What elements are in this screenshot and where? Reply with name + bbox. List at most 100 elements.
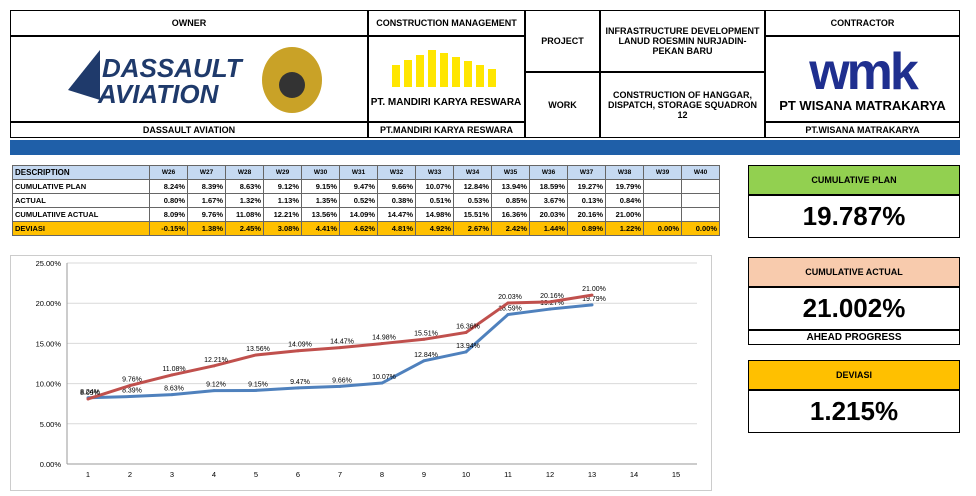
data-label: 9.66% [332,377,352,384]
contractor-title: CONTRACTOR [765,10,960,36]
data-label: 9.15% [248,381,268,388]
point [254,388,258,392]
table-cell: 4.41% [301,221,340,236]
owner-title: OWNER [10,10,368,36]
table-cell: 0.84% [605,193,644,208]
table-cell: 0.89% [567,221,606,236]
data-label: 8.24% [80,389,100,396]
owner-caption: DASSAULT AVIATION [10,122,368,138]
progress-table: DESCRIPTION W26 W27 W28 W29 W30 W31 W32 W33 W34 W3… [12,165,720,236]
work-value: CONSTRUCTION OF HANGGAR, DISPATCH, STORA… [600,72,765,138]
point [548,307,552,311]
data-label: 12.84% [414,352,438,359]
data-label: 19.79% [582,296,606,303]
x-tick-label: 3 [170,470,174,479]
cm-logo-cell [368,36,525,122]
table-cell: 0.00% [681,221,720,236]
kpi-value: 1.215% [748,390,960,433]
y-tick-label: 5.00% [40,420,62,429]
cm-title: CONSTRUCTION MANAGEMENT [368,10,525,36]
header-cell: W29 [263,165,302,180]
table-cell: 19.79% [605,179,644,194]
data-label: 8.63% [164,386,184,393]
x-tick-label: 7 [338,470,342,479]
table-cell: 8.24% [149,179,188,194]
table-cell: 1.32% [225,193,264,208]
table-cell: 0.53% [453,193,492,208]
cm-logo: PT. MANDIRI KARYA RESWARA [371,50,521,108]
x-tick-label: 9 [422,470,426,479]
header-cell: W31 [339,165,378,180]
x-tick-label: 14 [630,470,638,479]
point [338,346,342,350]
x-tick-label: 6 [296,470,300,479]
header-cell: W39 [643,165,682,180]
data-label: 9.47% [290,379,310,386]
table-cell: 0.80% [149,193,188,208]
dassault-mark [68,50,100,100]
table-cell [681,207,720,222]
table-cell: 21.00% [605,207,644,222]
data-label: 13.56% [246,346,270,353]
table-cell: 0.85% [491,193,530,208]
data-label: 14.47% [330,339,354,346]
cm-caption: PT.MANDIRI KARYA RESWARA [368,122,525,138]
owner-logos: DASSAULT AVIATION [68,47,322,113]
data-label: 11.08% [162,366,185,373]
table-cell: 18.59% [529,179,568,194]
table-cell: 0.38% [377,193,416,208]
table-cell: 15.51% [453,207,492,222]
x-tick-label: 4 [212,470,216,479]
table-cell [681,193,720,208]
table-cell: 12.21% [263,207,302,222]
table-cell: 2.67% [453,221,492,236]
data-label: 12.21% [204,357,228,364]
point [464,350,468,354]
x-tick-label: 10 [462,470,470,479]
data-label: 16.36% [456,323,480,330]
table-cell: 9.47% [339,179,378,194]
header-cell: W38 [605,165,644,180]
table-cell [643,179,682,194]
table-cell: -0.15% [149,221,188,236]
table-cell: 13.94% [491,179,530,194]
header-cell: W30 [301,165,340,180]
table-cell: 1.35% [301,193,340,208]
table-cell: 0.00% [643,221,682,236]
y-tick-label: 10.00% [36,380,62,389]
table-cell: 3.08% [263,221,302,236]
kpi-label: DEVIASI [748,360,960,390]
point [380,381,384,385]
owner-logo-cell [10,36,368,122]
point [296,386,300,390]
data-label: 20.16% [540,293,564,300]
data-label: 20.03% [498,294,522,301]
data-label: 14.98% [372,335,396,342]
header-cell: W36 [529,165,568,180]
table-cell: 9.66% [377,179,416,194]
contractor-logo-text: PT WISANA MATRAKARYA [779,97,946,113]
table-cell: 9.15% [301,179,340,194]
table-cell: 12.84% [453,179,492,194]
table-cell: 0.51% [415,193,454,208]
point [506,301,510,305]
x-tick-label: 11 [504,470,512,479]
table-cell: 0.13% [567,193,606,208]
kpi-value: 19.787% [748,195,960,238]
table-cell: 1.38% [187,221,226,236]
header-cell: W37 [567,165,606,180]
table-row: CUMULATIVE PLAN 8.24% 8.39% 8.63% 9.12% 9.15%… [12,179,720,194]
header-cell: W32 [377,165,416,180]
point [170,393,174,397]
table-row: CUMULATIIVE ACTUAL 8.09% 9.76% 11.08% 12.21%… [12,207,720,222]
table-cell: 1.44% [529,221,568,236]
x-tick-label: 13 [588,470,596,479]
data-label: 13.94% [456,343,480,350]
header-row: DESCRIPTION W26 W27 W28 W29 W30 W31 W32 W33 W34 W3… [12,165,720,180]
table-cell: 14.98% [415,207,454,222]
table-cell: 3.67% [529,193,568,208]
table-row: DEVIASI -0.15% 1.38% 2.45% 3.08% 4.41% 4.62% 4.… [12,221,720,236]
point [212,364,216,368]
point [170,373,174,377]
